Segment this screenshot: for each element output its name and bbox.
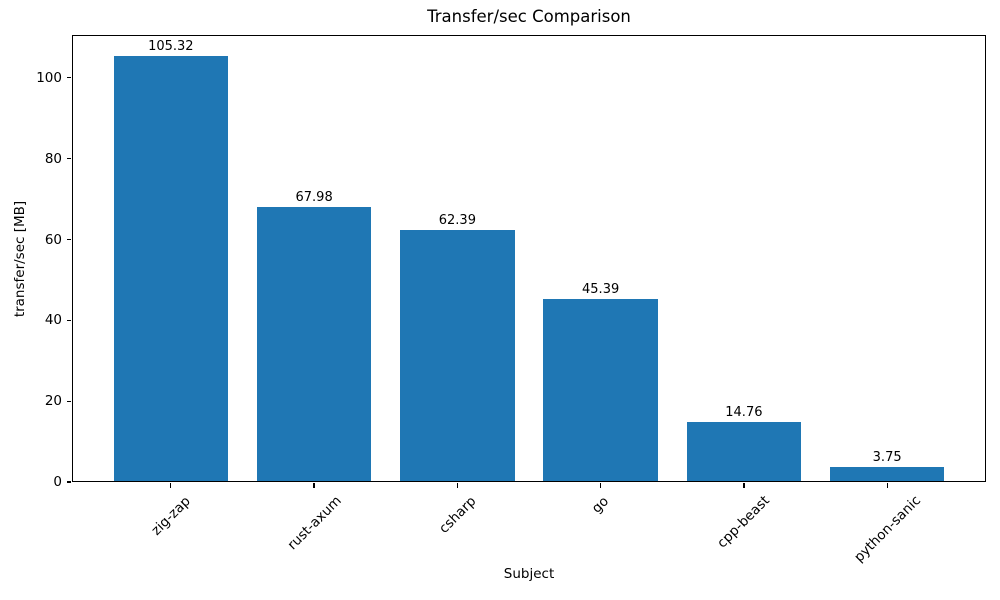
bar-value-label: 45.39 [582,281,620,297]
y-tick-label: 80 [44,150,62,167]
y-tick-mark [66,400,71,402]
y-tick-label: 100 [36,69,62,86]
x-tick-label-csharp: csharp [435,492,480,537]
chart-title: Transfer/sec Comparison [427,7,631,26]
bar-csharp [400,229,515,482]
bar-python-sanic [829,466,945,482]
y-tick-mark [66,77,71,79]
x-tick-label-cpp-beast: cpp-beast [714,493,774,552]
x-tick-mark [170,483,172,488]
y-tick-mark [66,319,71,321]
y-tick-mark [66,481,71,483]
y-axis-label: transfer/sec [MB] [12,200,29,317]
x-tick-mark [886,483,888,488]
bar-value-label: 3.75 [872,449,902,465]
y-tick-mark [66,158,71,160]
x-tick-mark [456,483,459,488]
bar-value-label: 67.98 [295,190,333,206]
x-tick-mark [743,483,745,488]
bar-value-label: 14.76 [725,405,763,421]
bar-go [543,298,658,482]
bar-rust-axum [256,207,372,482]
bar-value-label: 105.32 [148,39,194,55]
y-tick-label: 60 [44,231,62,248]
y-tick-label: 0 [53,474,62,490]
y-tick-label: 40 [44,312,62,329]
x-tick-mark [599,483,602,488]
x-tick-label-rust-axum: rust-axum [284,492,345,554]
y-axis-label-container: transfer/sec [MB] [0,35,40,482]
y-tick-mark [66,238,71,241]
x-axis-label: Subject [503,566,555,582]
bar-zig-zap [113,56,229,482]
bar-cpp-beast [686,422,802,482]
x-tick-label-go: go [588,493,613,517]
x-tick-label-python-sanic: python-sanic [850,492,924,566]
x-tick-label-zig-zap: zig-zap [148,492,194,539]
x-tick-mark [313,483,315,488]
bar-value-label: 62.39 [438,212,476,228]
y-tick-label: 20 [44,393,62,410]
